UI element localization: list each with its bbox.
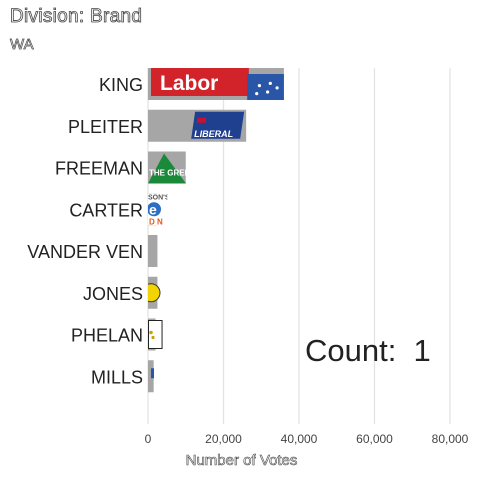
one-nation-logo-icon: SON'S e D N xyxy=(148,193,170,226)
phelan-party-logo-icon xyxy=(148,320,163,349)
candidate-label: PLEITER xyxy=(68,117,143,137)
x-tick-label: 80,000 xyxy=(432,432,469,446)
labor-logo-icon: Labor xyxy=(151,68,284,100)
svg-text:D N: D N xyxy=(149,217,163,226)
greens-logo-text: THE GREENS xyxy=(149,169,202,178)
x-axis-label: Number of Votes xyxy=(185,452,298,470)
greens-logo-icon: THE GREENS xyxy=(148,153,202,184)
candidate-label: PHELAN xyxy=(71,326,143,346)
candidate-label: JONES xyxy=(83,284,143,304)
x-tick-label: 0 xyxy=(145,432,152,446)
x-tick-label: 60,000 xyxy=(356,432,393,446)
x-axis-ticks: 0 20,000 40,000 60,000 80,000 xyxy=(145,432,469,446)
page-title: Division: Brand xyxy=(10,6,143,28)
candidate-labels: KING PLEITER FREEMAN CARTER VANDER VEN JONES P… xyxy=(27,75,143,387)
jones-party-logo-icon xyxy=(148,283,161,303)
labor-logo-text: Labor xyxy=(160,72,218,95)
x-tick-label: 20,000 xyxy=(205,432,242,446)
candidate-label: KING xyxy=(99,75,143,95)
page-subtitle: WA xyxy=(10,36,34,54)
party-logos: Labor LIBERAL THE GREENS SON'S e D N xyxy=(148,68,284,379)
candidate-label: MILLS xyxy=(91,367,143,387)
one-nation-logo-text: SON'S xyxy=(148,194,170,201)
count-label: Count: 1 xyxy=(305,333,431,368)
candidate-label: VANDER VEN xyxy=(27,242,143,262)
liberal-logo-icon: LIBERAL xyxy=(191,111,245,139)
svg-text:e: e xyxy=(149,201,157,217)
liberal-logo-text: LIBERAL xyxy=(194,129,233,139)
bar-vander-ven xyxy=(148,235,158,267)
x-tick-label: 40,000 xyxy=(281,432,318,446)
bar-mills xyxy=(148,360,154,393)
mills-party-logo-icon xyxy=(151,368,154,379)
candidate-label: FREEMAN xyxy=(55,159,143,179)
candidate-label: CARTER xyxy=(69,200,143,220)
